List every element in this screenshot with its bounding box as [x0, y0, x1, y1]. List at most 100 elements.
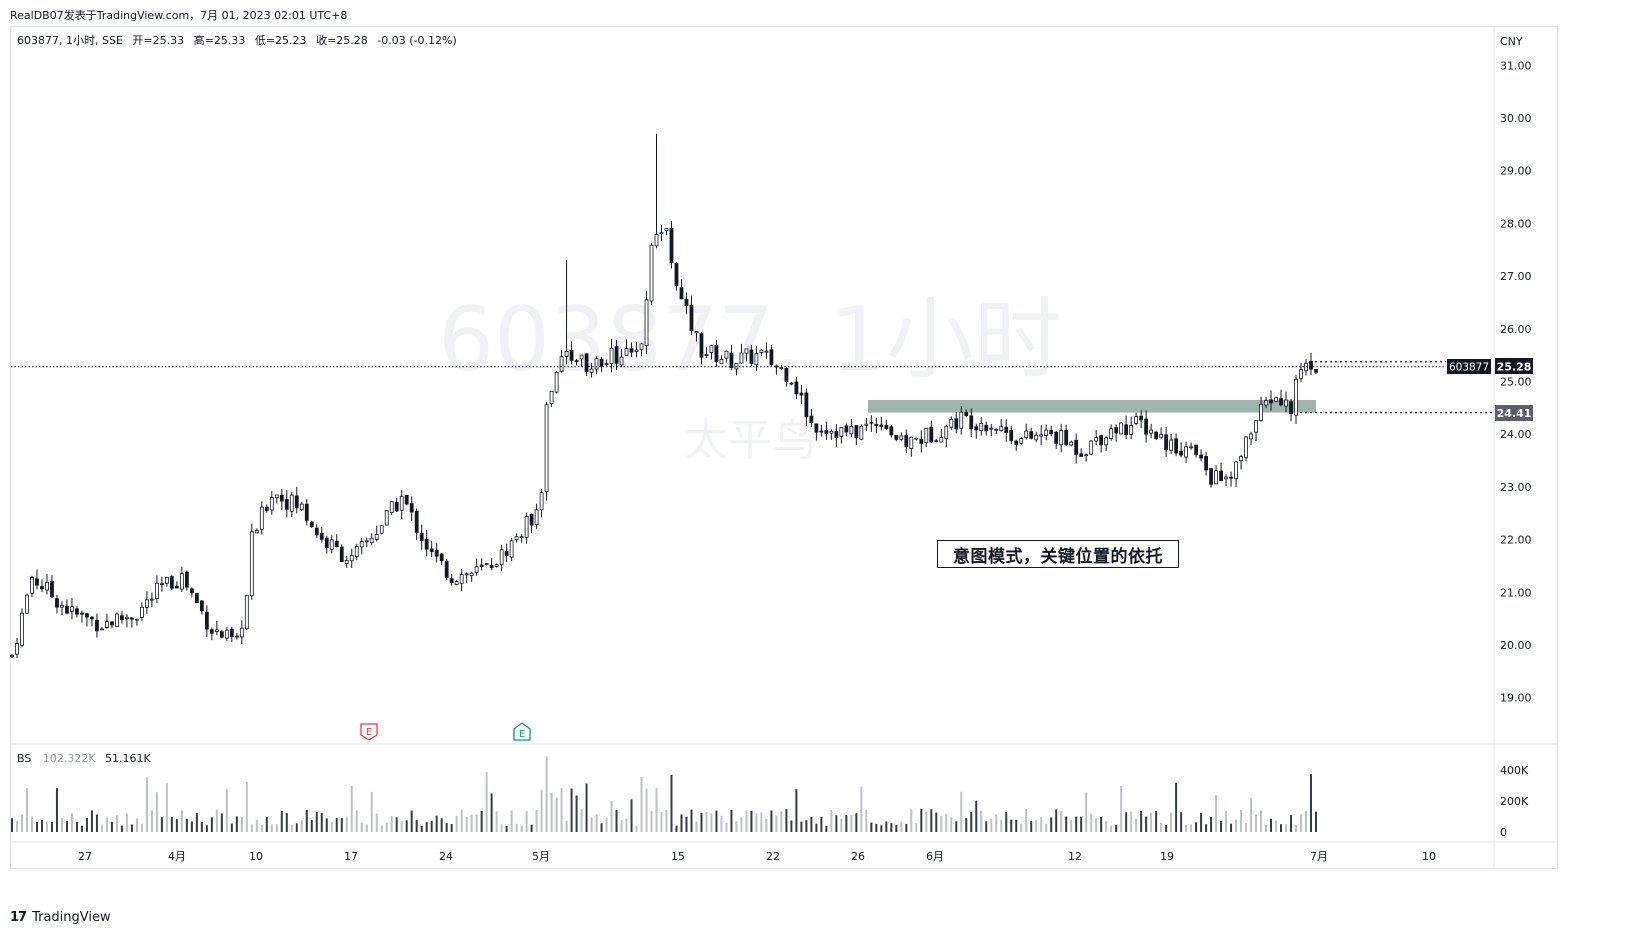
candle — [944, 424, 949, 448]
candle — [489, 557, 494, 571]
volume-bar — [50, 821, 53, 832]
candle — [1294, 374, 1298, 425]
volume-bar — [365, 824, 368, 832]
price-tick-label: 29.00 — [1500, 165, 1532, 178]
volume-bar — [515, 823, 518, 832]
candle — [754, 346, 759, 371]
price-tick-label: 25.00 — [1500, 376, 1532, 389]
volume-bar — [510, 810, 513, 832]
volume-label: BS — [17, 752, 31, 765]
volume-bar — [1305, 811, 1308, 832]
candle — [434, 543, 439, 563]
candle — [699, 331, 704, 365]
volume-bar — [450, 824, 453, 832]
volume-bar — [1245, 822, 1248, 832]
volume-bar — [875, 823, 878, 832]
volume-bar — [870, 822, 873, 832]
candle — [949, 416, 954, 431]
candle — [734, 362, 739, 376]
volume-bar — [535, 810, 538, 832]
volume-bar — [1110, 825, 1113, 832]
volume-bar — [465, 816, 468, 832]
candle — [1029, 427, 1034, 440]
volume-bar — [630, 799, 633, 832]
volume-bar — [215, 809, 218, 832]
support-zone[interactable] — [868, 399, 1316, 413]
candle — [554, 370, 559, 394]
candle — [274, 494, 279, 504]
candle — [984, 421, 989, 436]
candle — [1214, 465, 1218, 485]
volume-bar — [75, 822, 78, 832]
volume-bar — [960, 791, 963, 832]
volume-bar — [245, 782, 248, 832]
earnings-marker-red[interactable]: E — [360, 723, 378, 741]
volume-bar — [1075, 816, 1078, 832]
volume-bar — [275, 824, 278, 832]
candle — [1274, 396, 1278, 402]
volume-tick-label: 400K — [1500, 764, 1529, 777]
volume-bar — [400, 820, 403, 832]
candle — [264, 504, 269, 513]
candle — [469, 572, 474, 582]
volume-bar — [265, 816, 268, 832]
volume-bar — [1170, 812, 1173, 832]
volume-bar — [210, 817, 213, 832]
annotation-box[interactable]: 意图模式，关键位置的依托 — [937, 540, 1179, 568]
candle — [689, 295, 694, 335]
volume-bar — [445, 822, 448, 832]
candle — [444, 558, 449, 581]
candle — [55, 594, 59, 614]
volume-bar — [760, 812, 763, 832]
volume-bar — [230, 823, 233, 832]
candle — [389, 501, 394, 515]
volume-bar — [1055, 809, 1058, 832]
candle — [1154, 430, 1159, 441]
volume-bar — [1230, 823, 1233, 832]
watermark-name: 太平鸟 — [684, 415, 816, 466]
volume-bar — [200, 821, 203, 832]
volume-bar — [600, 823, 603, 832]
price-tick-label: 31.00 — [1500, 59, 1532, 72]
candle — [454, 580, 459, 586]
earnings-marker-green[interactable]: E — [513, 722, 531, 741]
volume-bar — [700, 812, 703, 832]
volume-bar — [980, 810, 983, 832]
candle — [924, 427, 929, 448]
candle — [864, 417, 869, 431]
candle — [684, 292, 689, 315]
candle — [319, 526, 324, 543]
candle — [819, 424, 824, 437]
candle — [95, 613, 99, 638]
volume-bar — [95, 814, 98, 832]
candle — [704, 347, 709, 359]
volume-bar — [110, 821, 113, 832]
tradingview-logo[interactable]: 17 TradingView — [10, 910, 111, 925]
volume-bar — [1200, 812, 1203, 832]
volume-bar — [670, 774, 673, 832]
legend-high: =25.33 — [205, 34, 246, 47]
volume-bar — [905, 823, 908, 832]
candle — [1059, 423, 1064, 453]
volume-bar — [1235, 819, 1238, 832]
volume-bar — [330, 821, 333, 832]
volume-bar — [795, 789, 798, 832]
candle — [1189, 442, 1193, 450]
candle — [314, 524, 319, 538]
volume-bar — [1270, 818, 1273, 832]
price-tick-label: 23.00 — [1500, 481, 1532, 494]
volume-bar — [665, 809, 668, 832]
volume-bars — [11, 756, 1317, 832]
candle — [110, 621, 114, 629]
candle — [1089, 439, 1094, 456]
volume-bar — [685, 816, 688, 832]
volume-bar — [345, 816, 348, 832]
candle — [384, 510, 389, 526]
volume-bar — [485, 771, 488, 832]
volume-bar — [605, 817, 608, 832]
price-tick-label: 26.00 — [1500, 323, 1532, 336]
candle — [15, 637, 19, 659]
candle — [974, 423, 979, 439]
candle — [1194, 444, 1198, 458]
